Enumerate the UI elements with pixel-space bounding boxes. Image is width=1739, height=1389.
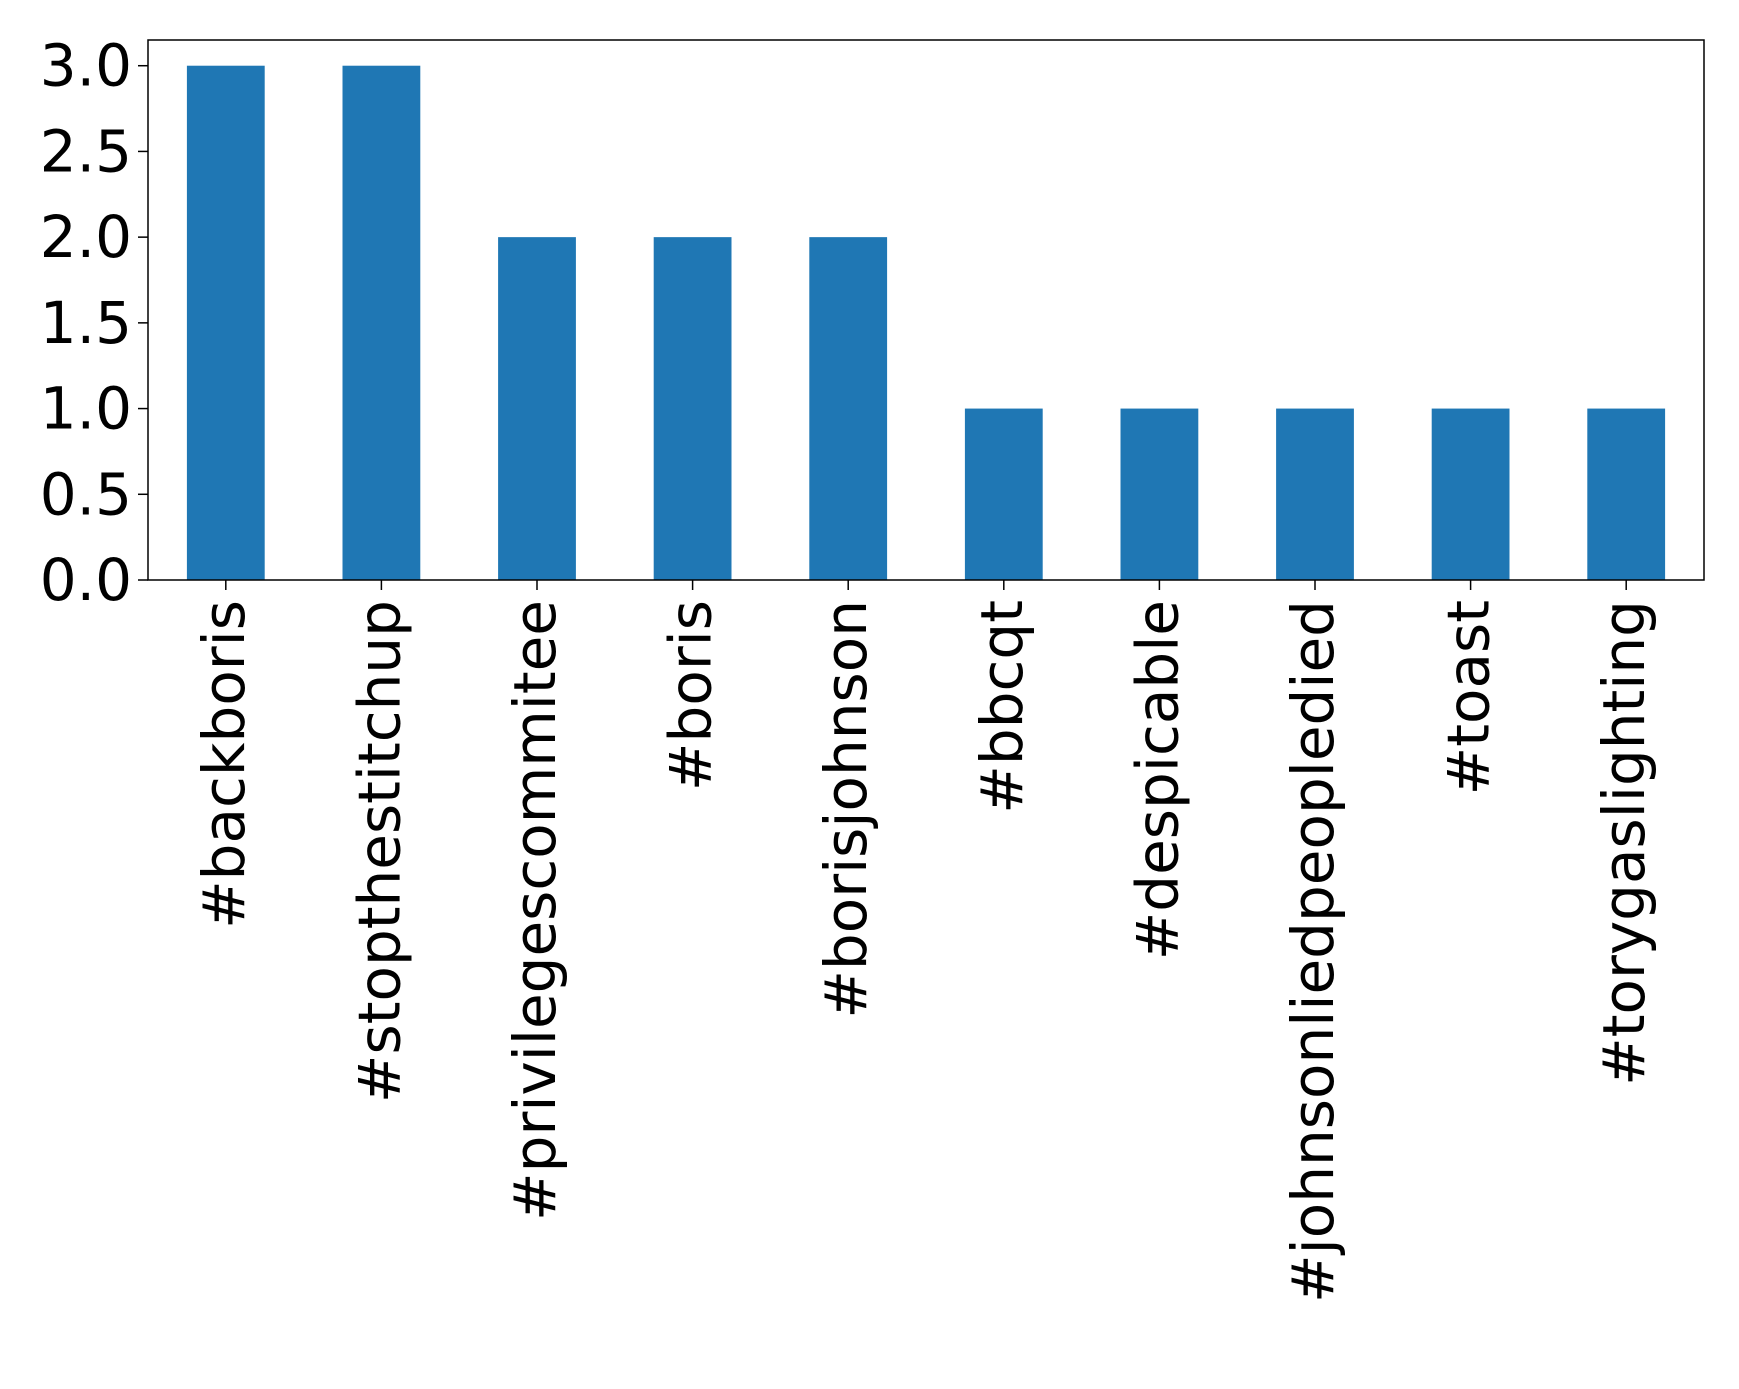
bar-boris	[653, 237, 732, 580]
y-tick-label: 2.0	[40, 203, 132, 271]
axes-layer	[138, 39, 1705, 590]
bar-despicable	[1120, 408, 1199, 580]
y-tick-label: 1.5	[40, 289, 132, 357]
x-tick-label: #torygaslighting	[1590, 600, 1658, 1086]
plot-frame	[147, 39, 1705, 581]
y-tick-label: 1.0	[40, 375, 132, 443]
x-tick-label: #bbcqt	[968, 600, 1036, 814]
x-tick-label: #boris	[657, 600, 725, 791]
y-tick-label: 0.5	[40, 460, 132, 528]
x-tick-label: #despicable	[1123, 600, 1191, 960]
labels-layer: #backboris #stopthestitchup #privilegescom…	[40, 32, 1658, 1303]
y-tick-label: 0.0	[40, 546, 132, 614]
x-tick-label: #stopthestitchup	[345, 600, 413, 1103]
x-tick-label: #privilegescommitee	[501, 600, 569, 1221]
y-tick-label: 2.5	[40, 117, 132, 185]
x-tick-label: #backboris	[190, 600, 258, 929]
bar-stopthestitchup	[342, 65, 421, 580]
bar-torygaslighting	[1587, 408, 1666, 580]
bar-privilegescommitee	[498, 237, 576, 580]
bars-layer	[186, 65, 1666, 580]
x-tick-label: #toast	[1435, 600, 1503, 795]
x-tick-label: #johnsonliedpeopledied	[1279, 600, 1347, 1303]
bar-borisjohnson	[809, 237, 888, 580]
y-tick-label: 3.0	[40, 32, 132, 100]
bar-johnsonliedpeopledied	[1276, 408, 1354, 580]
x-tick-label: #borisjohnson	[812, 600, 880, 1019]
bar-bbcqt	[964, 408, 1043, 580]
bar-toast	[1431, 408, 1510, 580]
bar-backboris	[186, 65, 265, 580]
